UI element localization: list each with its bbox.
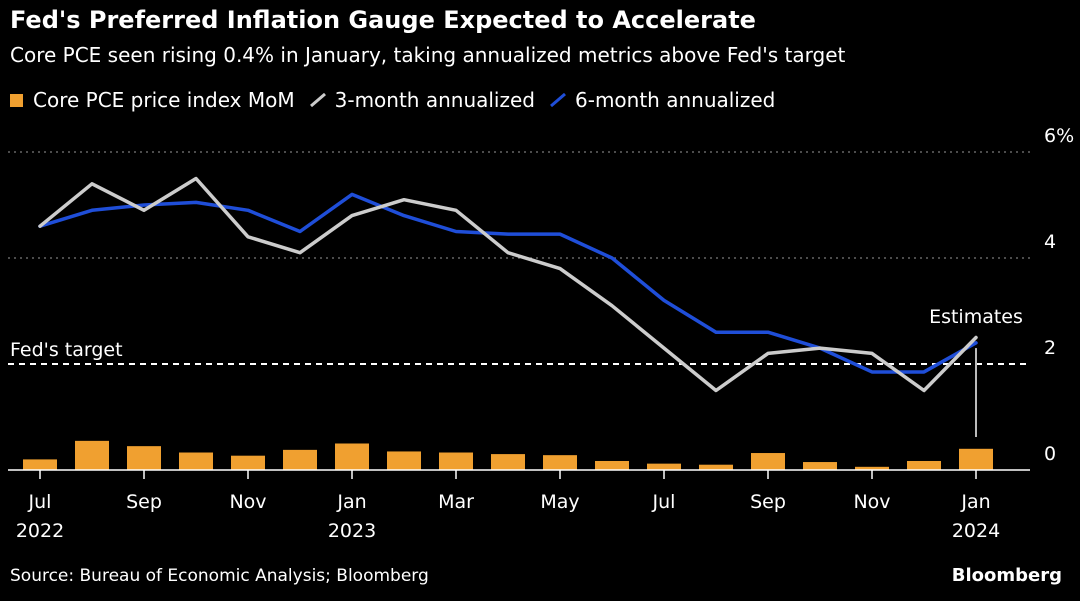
x-tick-year-0: 2022: [16, 520, 64, 542]
chart-title: Fed's Preferred Inflation Gauge Expected…: [10, 6, 756, 34]
y-tick-label-6: 6%: [1044, 125, 1074, 147]
estimates-annotation: Estimates: [929, 306, 1023, 328]
legend-line-swatch-3m: [309, 93, 326, 107]
x-tick-label-2: Sep: [126, 491, 162, 513]
bar-core-pce-18: [959, 448, 993, 470]
x-tick-label-12: Jul: [652, 491, 676, 513]
legend-item-3m: 3-month annualized: [309, 88, 535, 112]
bar-core-pce-12: [647, 463, 681, 470]
x-tick-label-16: Nov: [853, 491, 890, 513]
bar-core-pce-16: [855, 466, 889, 470]
legend-item-6m: 6-month annualized: [549, 88, 775, 112]
y-tick-label-4: 4: [1044, 231, 1056, 253]
bar-core-pce-15: [803, 462, 837, 470]
legend-item-core-pce: Core PCE price index MoM: [10, 88, 295, 112]
bar-core-pce-17: [907, 460, 941, 470]
x-tick-label-0: Jul: [28, 491, 52, 513]
legend-label-3m: 3-month annualized: [334, 88, 535, 112]
bar-core-pce-5: [283, 449, 317, 470]
bar-core-pce-13: [699, 464, 733, 470]
x-tick-year-18: 2024: [952, 520, 1000, 542]
x-tick-label-14: Sep: [750, 491, 786, 513]
bar-core-pce-8: [439, 452, 473, 470]
legend: Core PCE price index MoM 3-month annuali…: [10, 88, 789, 112]
x-tick-year-6: 2023: [328, 520, 376, 542]
legend-label-core-pce: Core PCE price index MoM: [33, 88, 295, 112]
bar-core-pce-1: [75, 440, 109, 470]
bar-core-pce-0: [23, 459, 57, 470]
bar-core-pce-3: [179, 452, 213, 470]
bar-core-pce-7: [387, 451, 421, 470]
y-tick-label-0: 0: [1044, 443, 1056, 465]
x-tick-label-18: Jan: [960, 491, 990, 513]
bar-core-pce-11: [595, 460, 629, 470]
source-note: Source: Bureau of Economic Analysis; Blo…: [10, 566, 429, 586]
x-tick-label-6: Jan: [336, 491, 366, 513]
brand-logo-text: Bloomberg: [951, 565, 1062, 586]
bar-core-pce-10: [543, 455, 577, 470]
fed-target-label: Fed's target: [10, 339, 123, 361]
legend-bar-swatch: [10, 93, 23, 107]
series-line-3m: [38, 176, 978, 393]
chart-subtitle: Core PCE seen rising 0.4% in January, ta…: [10, 43, 846, 67]
bar-core-pce-4: [231, 455, 265, 470]
bar-core-pce-14: [751, 453, 785, 470]
bar-core-pce-2: [127, 446, 161, 470]
x-tick-label-4: Nov: [229, 491, 266, 513]
bar-core-pce-6: [335, 443, 369, 470]
x-tick-label-8: Mar: [438, 491, 474, 513]
y-tick-label-2: 2: [1044, 337, 1056, 359]
legend-label-6m: 6-month annualized: [575, 88, 776, 112]
bar-core-pce-9: [491, 454, 525, 470]
series-line-6m: [38, 192, 978, 374]
legend-line-swatch-6m: [550, 93, 566, 107]
x-tick-label-10: May: [540, 491, 579, 513]
